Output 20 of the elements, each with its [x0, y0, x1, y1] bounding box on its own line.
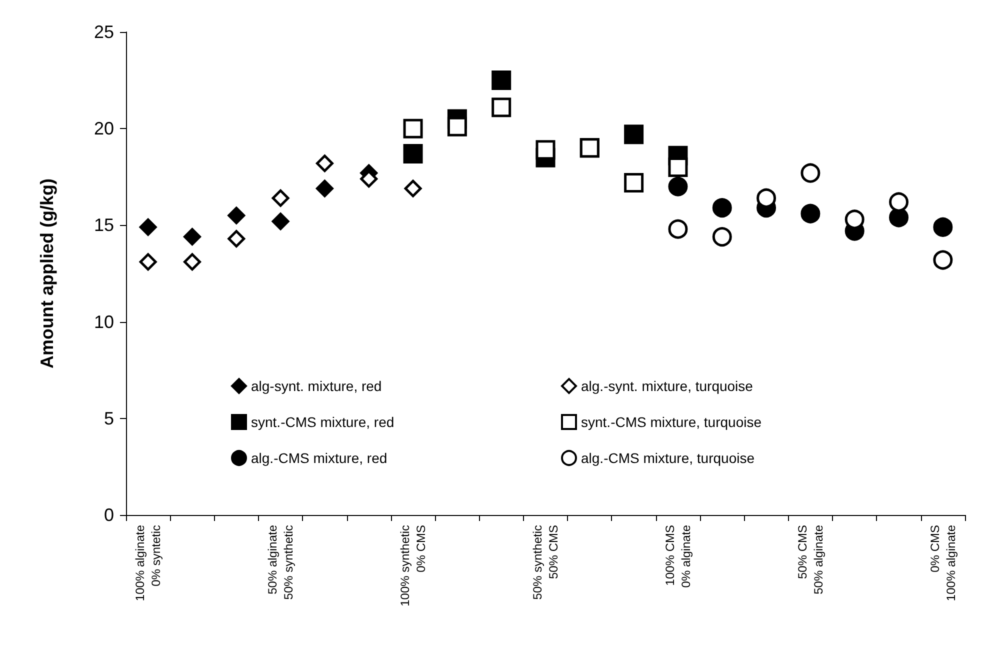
y-tick-label: 0	[104, 505, 114, 525]
legend-label: alg.-CMS mixture, turquoise	[581, 450, 755, 466]
x-tick-label: 0% CMS 100% alginate	[928, 524, 958, 602]
legend-label: alg.-synt. mixture, turquoise	[581, 378, 754, 394]
legend-label: alg.-CMS mixture, red	[251, 450, 388, 466]
y-tick-label: 25	[94, 22, 114, 42]
x-tick-label: 100% synthetic 0% CMS	[398, 525, 428, 606]
x-tick-label: 100% alginate 0% syntetic	[133, 524, 164, 602]
x-tick-label: 50% synthetic 50% CMS	[530, 525, 560, 600]
y-tick-label: 15	[94, 215, 114, 236]
legend-label: synt.-CMS mixture, red	[251, 414, 394, 430]
legend-label: alg-synt. mixture, red	[251, 378, 382, 394]
y-axis-title: Amount applied (g/kg)	[37, 178, 57, 368]
x-tick-label: 50% CMS 50% alginate	[795, 524, 826, 594]
y-tick-label: 10	[94, 312, 114, 332]
x-tick-label: 100% CMS 0% alginate	[662, 524, 693, 588]
legend-label: synt.-CMS mixture, turquoise	[581, 414, 762, 430]
x-tick-label: 50% alginate 50% synthetic	[266, 524, 296, 600]
y-tick-label: 20	[94, 118, 114, 139]
y-tick-label: 5	[104, 408, 114, 428]
